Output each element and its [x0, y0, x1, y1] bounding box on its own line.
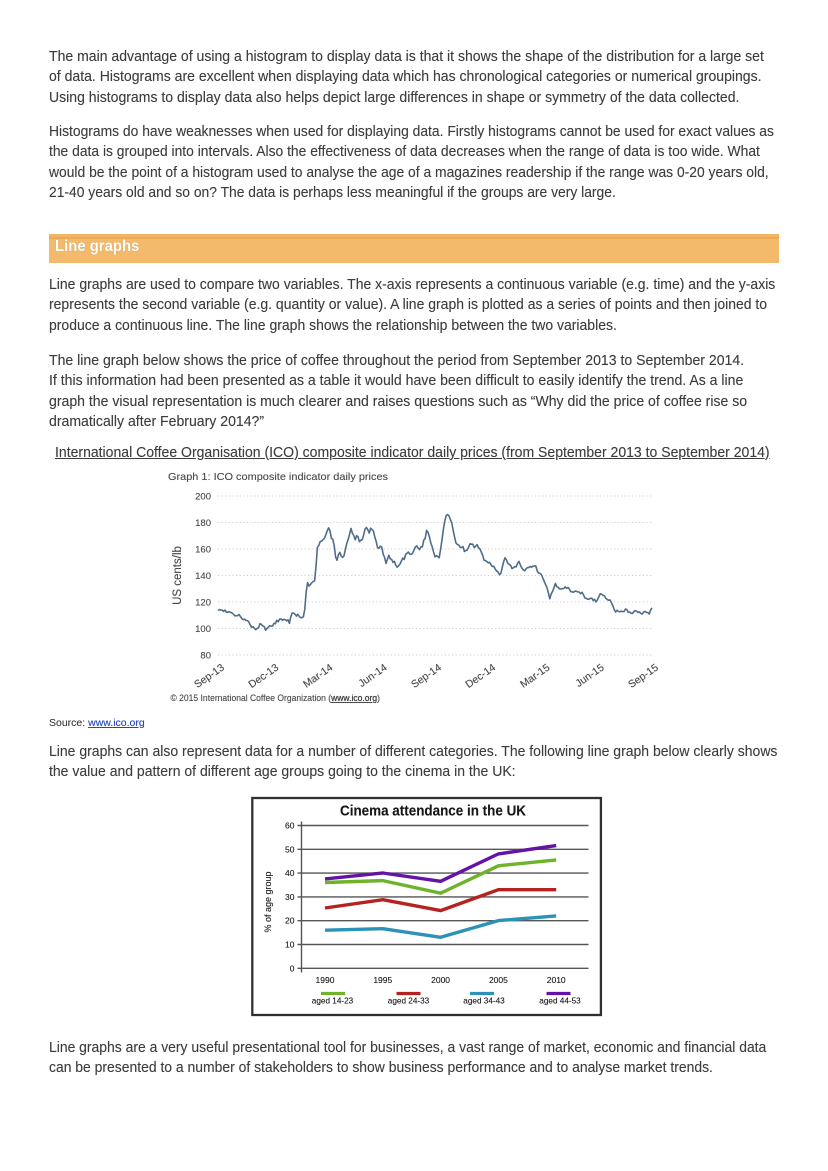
svg-text:100: 100: [195, 624, 211, 635]
svg-text:aged 34-43: aged 34-43: [463, 997, 505, 1006]
svg-text:20: 20: [285, 916, 295, 926]
svg-text:50: 50: [285, 844, 295, 854]
svg-text:60: 60: [285, 821, 295, 831]
svg-text:1990: 1990: [316, 975, 335, 985]
svg-text:Graph 1: ICO composite indicat: Graph 1: ICO composite indicator daily p…: [168, 471, 388, 483]
svg-text:2000: 2000: [431, 975, 450, 985]
svg-text:180: 180: [195, 518, 211, 529]
svg-text:40: 40: [285, 868, 295, 878]
svg-text:% of age group: % of age group: [263, 871, 273, 932]
svg-text:© 2015 International Coffee Or: © 2015 International Coffee Organization…: [171, 693, 381, 703]
svg-text:160: 160: [195, 544, 211, 555]
svg-text:0: 0: [290, 963, 295, 973]
svg-text:10: 10: [285, 940, 295, 950]
svg-text:1995: 1995: [373, 975, 392, 985]
svg-text:Cinema attendance in the UK: Cinema attendance in the UK: [340, 803, 526, 820]
svg-text:aged 44-53: aged 44-53: [539, 997, 581, 1006]
svg-text:aged 24-33: aged 24-33: [388, 997, 430, 1006]
svg-text:140: 140: [195, 571, 211, 582]
svg-text:120: 120: [195, 597, 211, 608]
svg-text:US cents/lb: US cents/lb: [172, 546, 184, 605]
svg-text:30: 30: [285, 892, 295, 902]
svg-text:2010: 2010: [547, 975, 566, 985]
svg-text:2005: 2005: [489, 975, 508, 985]
svg-text:80: 80: [200, 650, 211, 661]
svg-text:200: 200: [195, 491, 211, 502]
svg-text:aged 14-23: aged 14-23: [312, 997, 354, 1006]
